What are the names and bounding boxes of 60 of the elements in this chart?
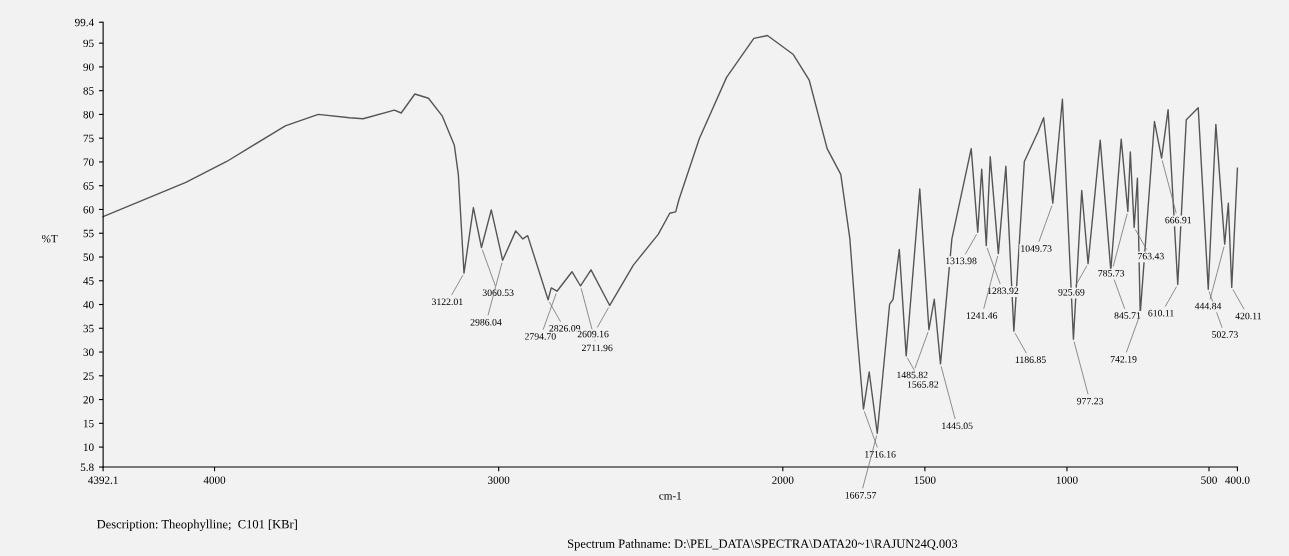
annotation: 742.19 bbox=[1110, 356, 1137, 363]
annotation: 1485.82 bbox=[897, 371, 928, 379]
y-axis-title: %T bbox=[42, 234, 58, 243]
annotation: 845.71 bbox=[1114, 312, 1141, 319]
y-tick-label: 70 bbox=[83, 158, 94, 166]
annotation: 2794.70 bbox=[524, 333, 556, 340]
text: Description: Theophylline; C101 [KBr] bbox=[97, 519, 297, 531]
annotation: 444.84 bbox=[1194, 302, 1222, 310]
annotation: 2826.09 bbox=[549, 325, 581, 332]
annotation: 1716.16 bbox=[865, 451, 896, 458]
x-tick-label: 1500 bbox=[914, 476, 936, 484]
y-tick-label: 60 bbox=[83, 205, 94, 214]
annotation: 1283.92 bbox=[988, 287, 1019, 295]
annotation: 2711.96 bbox=[581, 344, 613, 352]
y-tick-label: 25 bbox=[83, 372, 94, 380]
y-tick-label: 15 bbox=[83, 419, 94, 428]
y-tick-label: 40 bbox=[83, 300, 94, 309]
x-tick-label: 4000 bbox=[203, 476, 226, 484]
annotation: 666.91 bbox=[1165, 216, 1192, 224]
y-tick-label: 99.4 bbox=[75, 18, 94, 27]
annotation: 1049.73 bbox=[1021, 245, 1052, 252]
annotation: 610.11 bbox=[1148, 309, 1174, 317]
annotation: 502.73 bbox=[1212, 331, 1238, 338]
x-tick-label: 400.0 bbox=[1225, 476, 1250, 484]
y-tick-label: 95 bbox=[83, 39, 94, 48]
y-tick-label: 75 bbox=[83, 134, 94, 143]
annotation: 420.11 bbox=[1235, 312, 1261, 320]
annotation: 3122.01 bbox=[432, 298, 463, 306]
y-tick-label: 20 bbox=[83, 396, 94, 404]
y-tick-label: 45 bbox=[83, 277, 94, 285]
annotation: 3060.53 bbox=[482, 289, 514, 297]
x-tick-label: 4392.1 bbox=[88, 476, 118, 484]
y-tick-label: 80 bbox=[83, 110, 94, 119]
x-axis-title: cm-1 bbox=[659, 492, 682, 500]
annotation: 2986.04 bbox=[470, 318, 502, 326]
y-tick-label: 65 bbox=[83, 182, 94, 190]
annotation: 1186.85 bbox=[1015, 356, 1046, 364]
x-tick-label: 500 bbox=[1201, 476, 1217, 484]
annotation: 1241.46 bbox=[966, 312, 998, 319]
y-tick-label: 85 bbox=[83, 87, 94, 95]
annotation: 2609.16 bbox=[577, 330, 609, 338]
annotation: 1313.98 bbox=[946, 257, 977, 265]
y-tick-label: 90 bbox=[83, 63, 94, 71]
text: Spectrum Pathname: D:\PEL_DATA\SPECTRA\DATA20~1\RAJUN24Q.003 bbox=[568, 539, 958, 551]
x-tick-label: 2000 bbox=[772, 476, 794, 484]
annotation: 763.43 bbox=[1138, 252, 1164, 260]
annotation: 1667.57 bbox=[845, 491, 877, 499]
annotation: 1445.05 bbox=[942, 422, 973, 430]
y-tick-label: 30 bbox=[83, 348, 94, 356]
annotation: 977.23 bbox=[1077, 397, 1104, 405]
y-tick-label: 5.8 bbox=[80, 463, 94, 472]
x-tick-label: 3000 bbox=[488, 476, 510, 484]
annotation: 925.69 bbox=[1058, 288, 1085, 296]
y-tick-label: 35 bbox=[83, 324, 94, 333]
y-tick-label: 55 bbox=[83, 229, 94, 238]
annotation: 785.73 bbox=[1098, 269, 1125, 277]
x-tick-label: 1000 bbox=[1056, 476, 1078, 484]
y-tick-label: 10 bbox=[83, 443, 94, 452]
annotation: 1565.82 bbox=[907, 381, 939, 388]
y-tick-label: 50 bbox=[83, 253, 94, 261]
